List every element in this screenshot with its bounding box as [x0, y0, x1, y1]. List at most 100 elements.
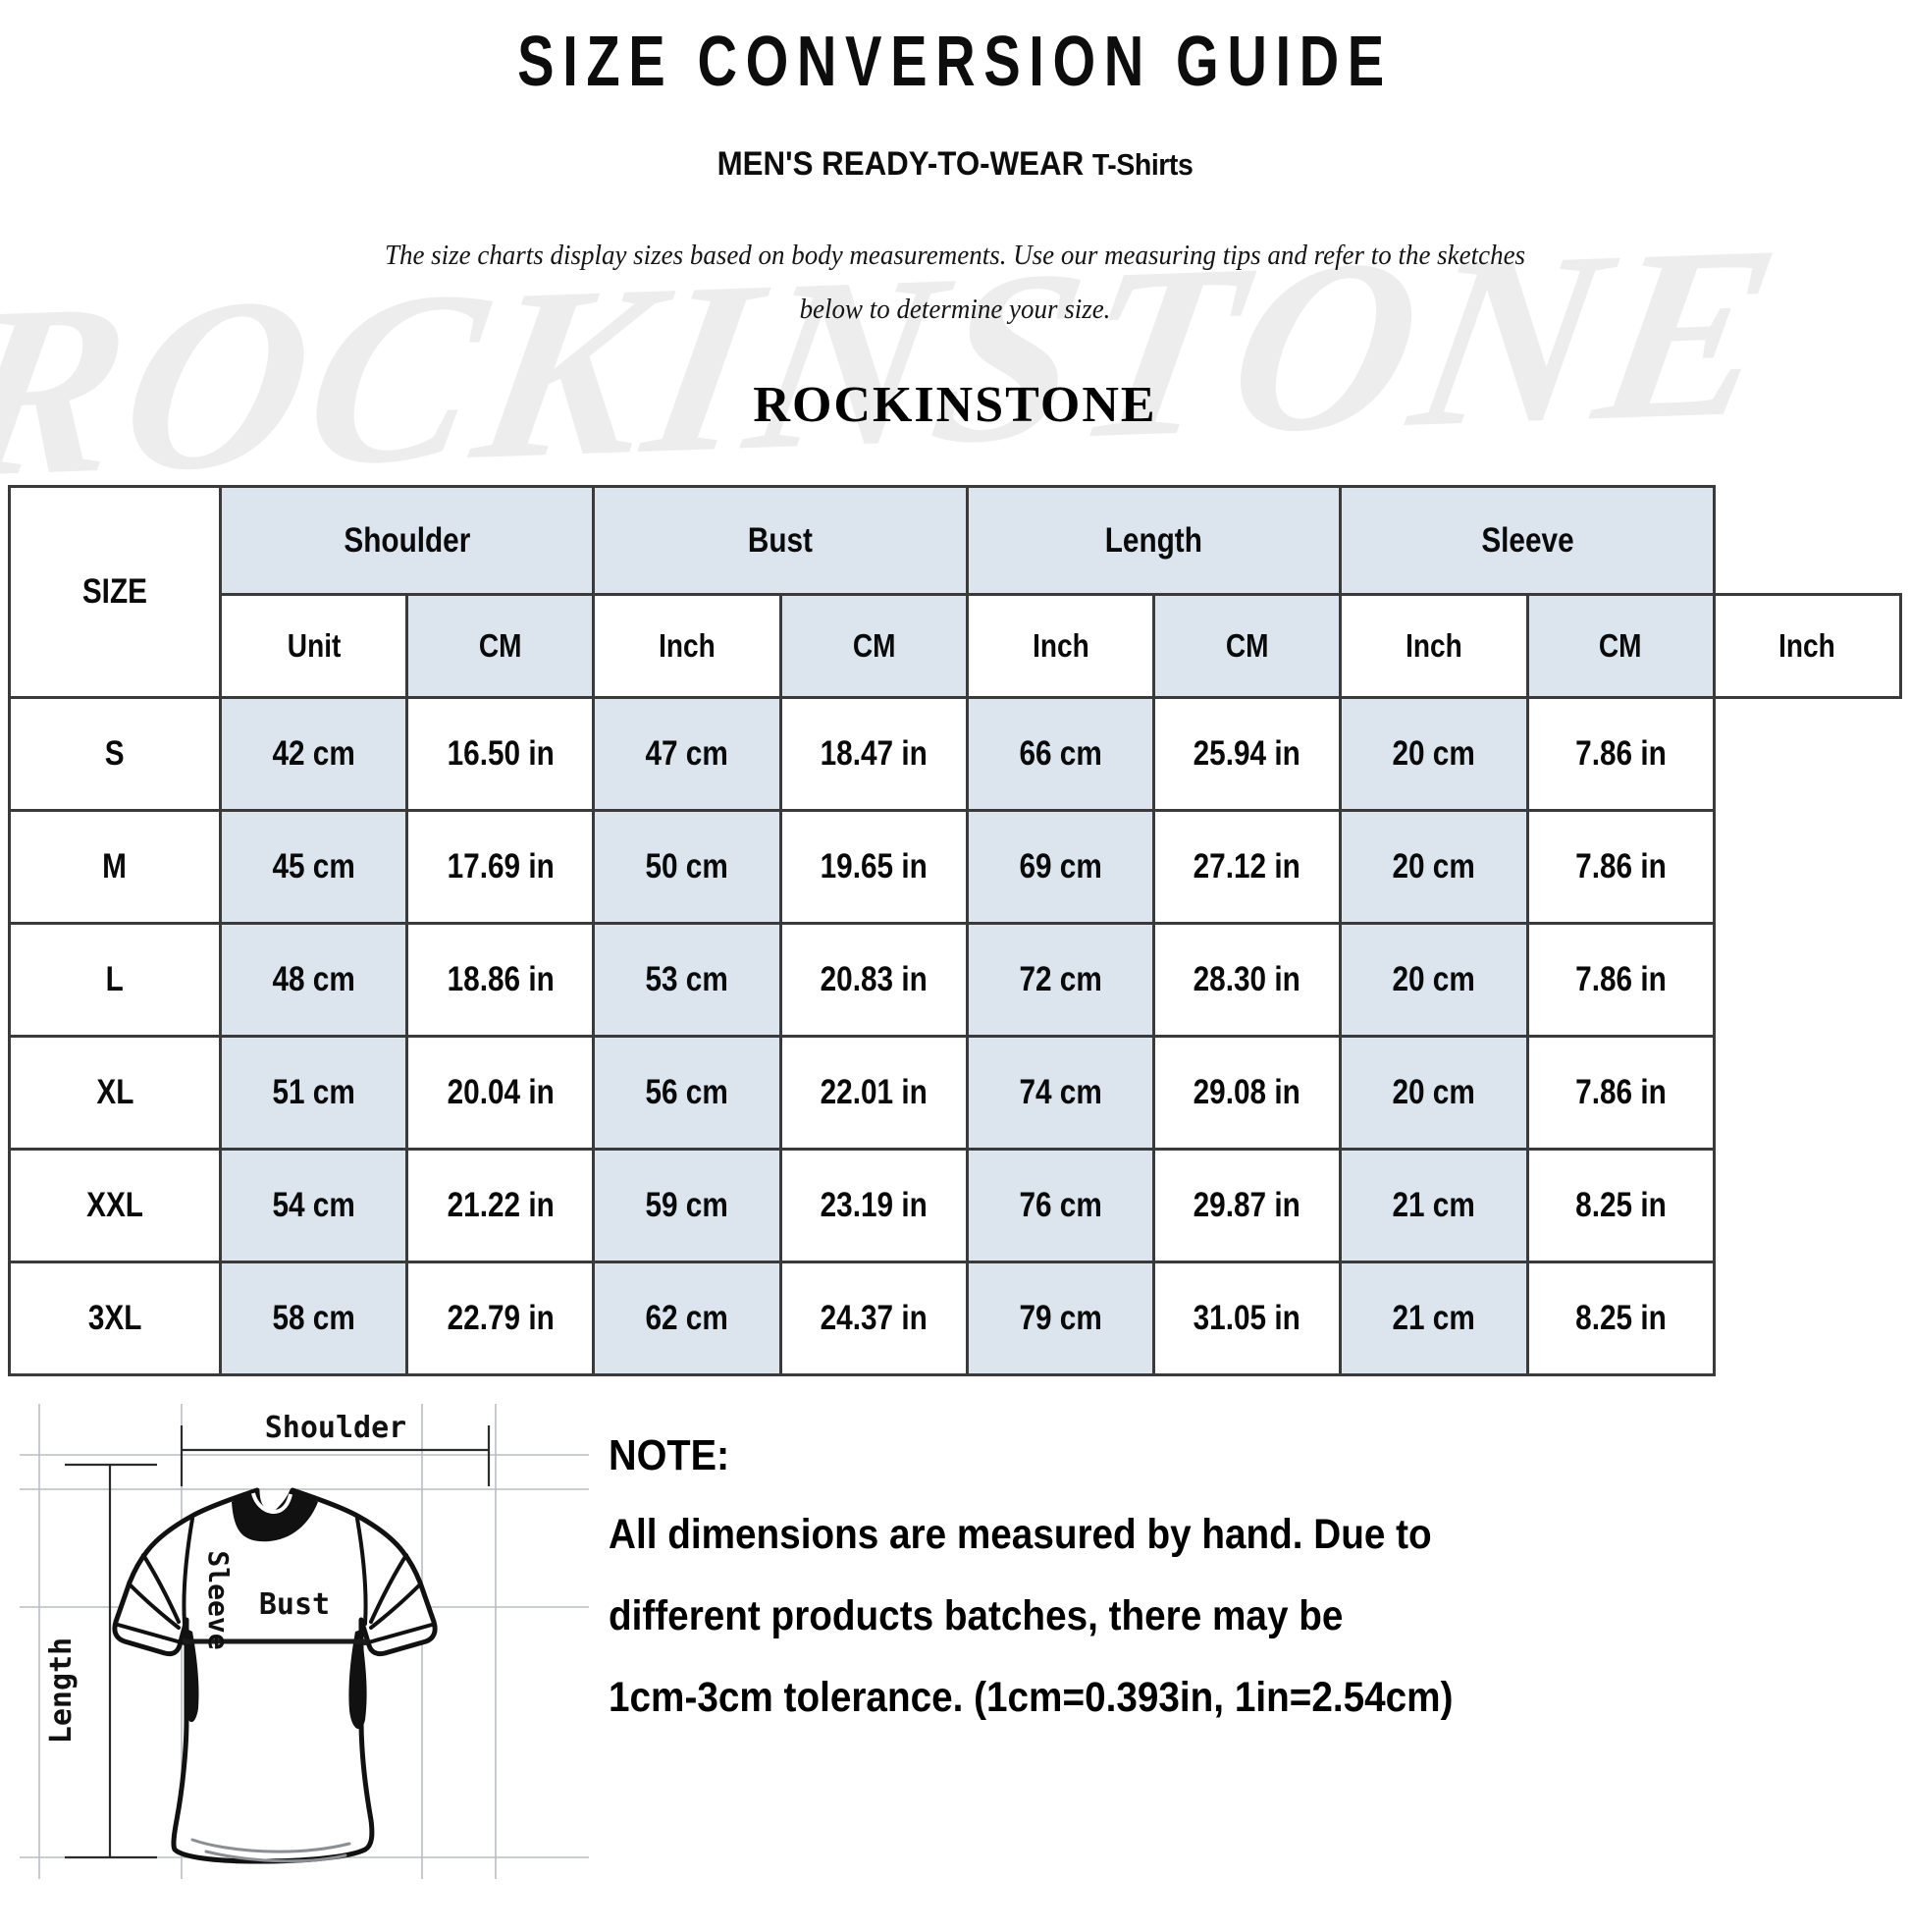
note-title: NOTE: — [609, 1431, 730, 1480]
cell-length-cm: 66 cm — [965, 696, 1156, 813]
label-length: Length — [44, 1637, 79, 1744]
description-line-1: The size charts display sizes based on b… — [384, 240, 1526, 271]
cell-length-inch: 28.30 in — [1152, 922, 1343, 1039]
row-size-label: XL — [8, 1035, 222, 1152]
cell-bust-inch: 19.65 in — [778, 809, 969, 926]
cell-sleeve-inch: 7.86 in — [1525, 696, 1716, 813]
cell-length-inch: 27.12 in — [1152, 809, 1343, 926]
tshirt-collar — [232, 1490, 318, 1542]
page-title: SIZE CONVERSION GUIDE — [517, 23, 1393, 101]
cell-sleeve-cm: 20 cm — [1339, 809, 1529, 926]
label-bust: Bust — [259, 1587, 330, 1622]
unit-shoulder-cm: CM — [405, 593, 596, 700]
cell-length-cm: 79 cm — [965, 1261, 1156, 1377]
unit-length-inch: Inch — [1339, 593, 1529, 700]
header-group-length: Length — [965, 485, 1343, 597]
row-size-label: XXL — [8, 1148, 222, 1264]
subtitle-category: MEN'S READY-TO-WEAR — [716, 145, 1085, 183]
cell-sleeve-cm: 20 cm — [1339, 696, 1529, 813]
size-guide-page: SIZE CONVERSION GUIDE MEN'S READY-TO-WEA… — [0, 22, 1910, 1880]
unit-shoulder-inch: Inch — [592, 593, 782, 700]
cell-length-inch: 31.05 in — [1152, 1261, 1343, 1377]
note-section: NOTE: All dimensions are measured by han… — [609, 1396, 1910, 1758]
bottom-section: Shoulder Bust Length Sleeve NOTE: All di… — [0, 1396, 1910, 1880]
cell-shoulder-cm: 42 cm — [218, 696, 409, 813]
note-line-1: All dimensions are measured by hand. Due… — [609, 1511, 1432, 1559]
sleeve-folds — [116, 1517, 434, 1646]
cell-length-inch: 25.94 in — [1152, 696, 1343, 813]
header-group-shoulder: Shoulder — [218, 485, 596, 597]
cell-sleeve-inch: 7.86 in — [1525, 809, 1716, 926]
table-row: XL 51 cm 20.04 in 56 cm 22.01 in 74 cm 2… — [8, 1035, 1901, 1152]
cell-bust-cm: 47 cm — [592, 696, 782, 813]
subtitle-product: T-Shirts — [1091, 147, 1194, 182]
cell-sleeve-cm: 20 cm — [1339, 922, 1529, 1039]
unit-bust-cm: CM — [778, 593, 969, 700]
brand-name: ROCKINSTONE — [753, 377, 1157, 434]
unit-sleeve-inch: Inch — [1712, 593, 1903, 700]
cell-length-inch: 29.08 in — [1152, 1035, 1343, 1152]
cell-bust-cm: 59 cm — [592, 1148, 782, 1264]
label-sleeve: Sleeve — [202, 1551, 235, 1650]
row-size-label: S — [8, 696, 222, 813]
cell-bust-cm: 53 cm — [592, 922, 782, 1039]
cell-length-cm: 76 cm — [965, 1148, 1156, 1264]
row-size-label: L — [8, 922, 222, 1039]
cell-shoulder-cm: 54 cm — [218, 1148, 409, 1264]
header-size: SIZE — [8, 485, 222, 700]
table-row: S 42 cm 16.50 in 47 cm 18.47 in 66 cm 25… — [8, 696, 1901, 813]
cell-shoulder-cm: 48 cm — [218, 922, 409, 1039]
unit-sleeve-cm: CM — [1525, 593, 1716, 700]
table-row: XXL 54 cm 21.22 in 59 cm 23.19 in 76 cm … — [8, 1148, 1901, 1264]
header-group-bust: Bust — [592, 485, 969, 597]
row-size-label: 3XL — [8, 1261, 222, 1377]
hem-wrinkles — [190, 1838, 351, 1863]
tshirt-measurement-diagram: Shoulder Bust Length Sleeve — [0, 1396, 609, 1880]
length-dimension-line — [65, 1464, 157, 1859]
cell-shoulder-inch: 18.86 in — [405, 922, 596, 1039]
shoulder-dimension-line — [180, 1425, 491, 1487]
cell-shoulder-inch: 21.22 in — [405, 1148, 596, 1264]
cell-shoulder-inch: 17.69 in — [405, 809, 596, 926]
cell-sleeve-inch: 7.86 in — [1525, 1035, 1716, 1152]
cell-length-inch: 29.87 in — [1152, 1148, 1343, 1264]
cell-bust-inch: 23.19 in — [778, 1148, 969, 1264]
cell-shoulder-cm: 45 cm — [218, 809, 409, 926]
cell-sleeve-cm: 21 cm — [1339, 1148, 1529, 1264]
cell-bust-cm: 50 cm — [592, 809, 782, 926]
header-unit: Unit — [218, 593, 409, 700]
table-row: M 45 cm 17.69 in 50 cm 19.65 in 69 cm 27… — [8, 809, 1901, 926]
table-group-header-row: SIZE Shoulder Bust Length Sleeve — [8, 485, 1901, 700]
unit-bust-inch: Inch — [965, 593, 1156, 700]
cell-bust-cm: 62 cm — [592, 1261, 782, 1377]
cell-shoulder-cm: 51 cm — [218, 1035, 409, 1152]
cell-sleeve-cm: 20 cm — [1339, 1035, 1529, 1152]
table-row: 3XL 58 cm 22.79 in 62 cm 24.37 in 79 cm … — [8, 1261, 1901, 1377]
table-body: SIZE Shoulder Bust Length Sleeve Unit CM — [8, 485, 1903, 1377]
cell-bust-inch: 18.47 in — [778, 696, 969, 813]
tshirt-outline — [112, 1487, 438, 1864]
note-line-3: 1cm-3cm tolerance. (1cm=0.393in, 1in=2.5… — [609, 1674, 1454, 1722]
page-subtitle: MEN'S READY-TO-WEAR T-Shirts — [77, 145, 1833, 184]
label-shoulder: Shoulder — [265, 1411, 407, 1445]
cell-sleeve-inch: 8.25 in — [1525, 1148, 1716, 1264]
cell-shoulder-cm: 58 cm — [218, 1261, 409, 1377]
cell-shoulder-inch: 22.79 in — [405, 1261, 596, 1377]
cell-shoulder-inch: 20.04 in — [405, 1035, 596, 1152]
cell-length-cm: 69 cm — [965, 809, 1156, 926]
description-text: The size charts display sizes based on b… — [335, 229, 1576, 337]
tshirt-shading — [184, 1630, 367, 1730]
cell-bust-inch: 22.01 in — [778, 1035, 969, 1152]
row-size-label: M — [8, 809, 222, 926]
cell-sleeve-cm: 21 cm — [1339, 1261, 1529, 1377]
cell-length-cm: 74 cm — [965, 1035, 1156, 1152]
table-unit-row: Unit CM Inch CM Inch CM Inch CM Inch — [10, 593, 1903, 700]
cell-shoulder-inch: 16.50 in — [405, 696, 596, 813]
table-row: L 48 cm 18.86 in 53 cm 20.83 in 72 cm 28… — [8, 922, 1901, 1039]
cell-bust-inch: 20.83 in — [778, 922, 969, 1039]
note-line-2: different products batches, there may be — [609, 1592, 1344, 1640]
size-conversion-table: SIZE Shoulder Bust Length Sleeve Unit CM — [8, 485, 1903, 1377]
cell-sleeve-inch: 8.25 in — [1525, 1261, 1716, 1377]
cell-length-cm: 72 cm — [965, 922, 1156, 1039]
cell-sleeve-inch: 7.86 in — [1525, 922, 1716, 1039]
